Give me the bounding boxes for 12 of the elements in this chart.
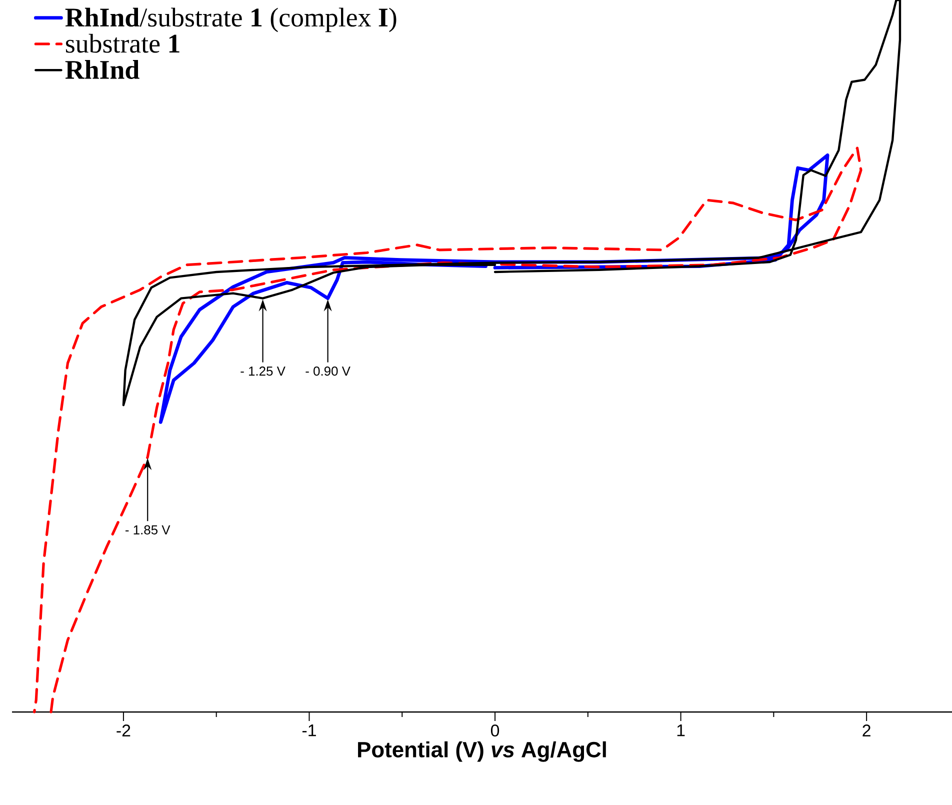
legend-label: RhInd: [65, 60, 140, 79]
legend-label: RhInd/substrate 1 (complex I): [65, 8, 396, 32]
annotation: - 1.85 V: [126, 525, 170, 534]
x-tick-label: 0: [490, 724, 500, 737]
annotation: - 1.25 V: [240, 366, 286, 376]
annotation: - 0.90 V: [306, 366, 350, 376]
x-tick-label: 1: [677, 724, 685, 736]
legend-label: substrate 1: [66, 34, 180, 53]
x-axis-title: Potential (V) vs Ag/AgCl: [358, 741, 606, 762]
x-tick-label: -2: [116, 724, 130, 736]
x-tick-label: 2: [862, 724, 870, 736]
x-tick-label: -1: [302, 724, 316, 736]
